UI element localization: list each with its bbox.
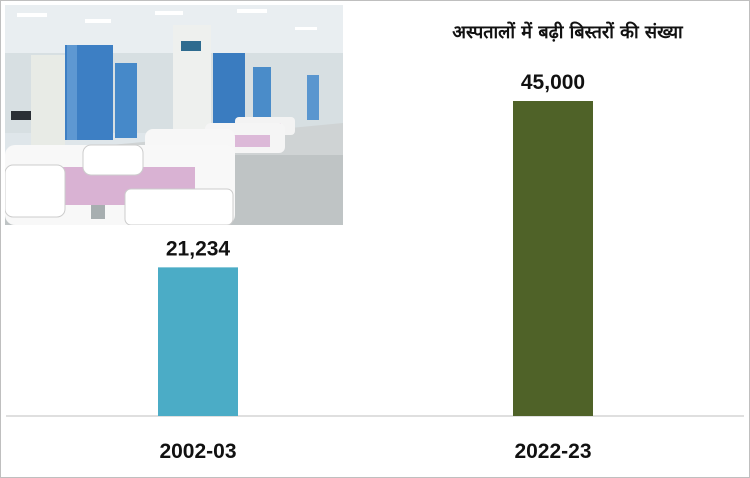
hospital-ward-photo: [5, 5, 343, 225]
data-label-2002-03: 21,234: [166, 237, 231, 260]
x-tick-label-2022-23: 2022-23: [514, 440, 591, 463]
x-tick-label-2002-03: 2002-03: [159, 440, 236, 463]
bar-2022-23: [513, 101, 593, 416]
bar-2002-03: [158, 267, 238, 416]
chart-title: अस्पतालों में बढ़ी बिस्तरों की संख्या: [452, 22, 683, 43]
data-label-2022-23: 45,000: [521, 71, 585, 94]
